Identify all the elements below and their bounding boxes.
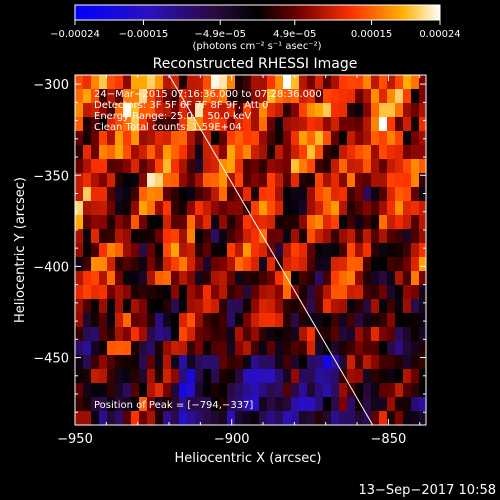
colorbar-tick-label: 0.00024 <box>419 29 460 40</box>
y-tick-label: −300 <box>33 78 69 93</box>
colorbar <box>74 4 441 21</box>
y-tick-label: −400 <box>33 260 69 275</box>
annotation-text: Energy Range: 25.0 − 50.0 keV <box>94 111 251 122</box>
annotation-text: Clean Total counts: 1.59E+04 <box>94 122 242 133</box>
annotations: 24−Mar−2015 07:16:36.000 to 07:28:36.000… <box>94 89 322 411</box>
chart-title: Reconstructed RHESSI Image <box>153 56 358 72</box>
annotation-text: Position of Peak = [−794,−337] <box>94 400 253 411</box>
x-tick-label: −900 <box>214 432 250 447</box>
colorbar-tick-label: −0.00024 <box>50 29 100 40</box>
colorbar-units-label: (photons cm⁻² s⁻¹ asec⁻²) <box>192 41 321 52</box>
colorbar-tick-label: 0.00015 <box>351 29 392 40</box>
annotation-text: 24−Mar−2015 07:16:36.000 to 07:28:36.000 <box>94 89 322 100</box>
heatmap-cells <box>75 75 426 425</box>
annotation-text: Detectors: 3F 5F 6F 7F 8F 9F, Att 0 <box>94 100 268 111</box>
x-tick-label: −850 <box>371 432 407 447</box>
x-tick-label: −950 <box>57 432 93 447</box>
colorbar-tick-label: −4.9e−05 <box>194 29 246 40</box>
x-axis-label: Heliocentric X (arcsec) <box>175 451 322 466</box>
colorbar-ticks: −0.00024 −0.00015 −4.9e−05 4.9e−05 0.00015 0.… <box>50 20 461 40</box>
colorbar-tick-label: 4.9e−05 <box>273 29 316 40</box>
solar-limb-line <box>168 75 374 425</box>
y-tick-label: −350 <box>33 169 69 184</box>
y-tick-label: −450 <box>33 352 69 367</box>
y-axis-label: Heliocentric Y (arcsec) <box>13 177 28 323</box>
colorbar-tick-label: −0.00015 <box>119 29 169 40</box>
plot-frame <box>74 74 427 426</box>
x-axis-ticks: −950−900−850−800 <box>57 75 421 447</box>
footer-timestamp: 13−Sep−2017 10:58 <box>358 483 496 498</box>
y-axis-ticks: −300 −350 −400 −450 <box>33 78 426 413</box>
